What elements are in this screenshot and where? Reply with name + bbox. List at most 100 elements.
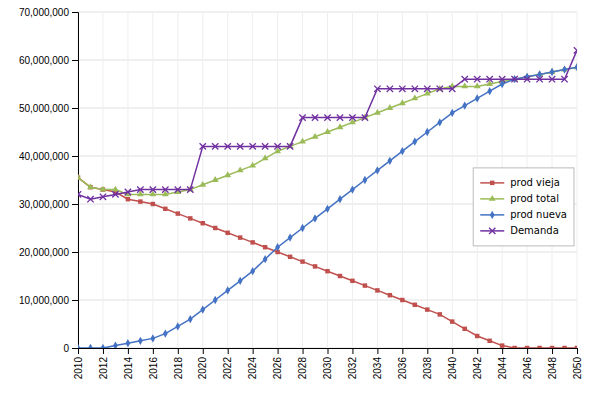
x-tick-mark bbox=[552, 348, 553, 354]
x-tick-label: 2030 bbox=[322, 357, 333, 380]
x-tick: 2026 bbox=[272, 348, 283, 379]
series-marker bbox=[462, 76, 468, 82]
series-group bbox=[78, 47, 577, 348]
x-tick-mark bbox=[527, 348, 528, 354]
x-tick-label: 2032 bbox=[347, 357, 358, 380]
series-marker bbox=[126, 197, 130, 201]
series-marker bbox=[424, 86, 430, 92]
y-tick-label: 20,000,000 bbox=[19, 247, 69, 258]
series-marker bbox=[386, 104, 393, 110]
series-marker bbox=[225, 143, 231, 149]
legend-marker bbox=[489, 228, 495, 234]
series-marker bbox=[101, 344, 106, 348]
series-marker bbox=[438, 312, 442, 316]
x-tick-label: 2026 bbox=[272, 357, 283, 380]
series-marker bbox=[537, 346, 541, 348]
legend-label: prod nueva bbox=[510, 209, 567, 220]
x-tick-label: 2018 bbox=[173, 357, 184, 380]
y-tick: 0 bbox=[63, 343, 78, 354]
chart: 2010201220142016201820202022202420262028… bbox=[0, 0, 589, 394]
x-tick: 2046 bbox=[522, 348, 533, 379]
series-marker bbox=[138, 199, 142, 203]
grid-line-x bbox=[577, 12, 578, 348]
y-tick-label: 10,000,000 bbox=[19, 295, 69, 306]
y-tick: 70,000,000 bbox=[19, 7, 78, 18]
series-marker bbox=[511, 76, 517, 82]
y-tick-mark bbox=[72, 204, 78, 205]
series-marker bbox=[462, 327, 466, 331]
y-axis-line bbox=[72, 13, 79, 349]
series-marker bbox=[176, 211, 180, 215]
series-marker bbox=[274, 143, 280, 149]
x-tick-label: 2050 bbox=[572, 357, 583, 380]
x-tick: 2022 bbox=[222, 348, 233, 379]
series-marker bbox=[300, 224, 305, 232]
series-marker bbox=[112, 191, 118, 197]
grid-line-x bbox=[452, 12, 453, 348]
x-axis-line bbox=[79, 349, 578, 355]
series-marker bbox=[78, 174, 81, 180]
x-tick-label: 2048 bbox=[547, 357, 558, 380]
y-tick-mark bbox=[72, 348, 78, 349]
series-marker bbox=[275, 243, 280, 251]
series-marker bbox=[87, 196, 93, 202]
x-tick-label: 2034 bbox=[372, 357, 383, 380]
grid-line-x bbox=[252, 12, 253, 348]
series-marker bbox=[225, 286, 230, 294]
grid-line-x bbox=[377, 12, 378, 348]
series-marker bbox=[324, 128, 331, 134]
plot: 2010201220142016201820202022202420262028… bbox=[19, 7, 583, 380]
x-tick-label: 2040 bbox=[447, 357, 458, 380]
series-marker bbox=[113, 341, 118, 348]
y-tick-label: 30,000,000 bbox=[19, 199, 69, 210]
y-tick: 10,000,000 bbox=[19, 295, 78, 306]
series-marker bbox=[312, 114, 318, 120]
y-tick: 40,000,000 bbox=[19, 151, 78, 162]
series-marker bbox=[162, 186, 168, 192]
series-marker bbox=[363, 283, 367, 287]
series-marker bbox=[213, 296, 218, 304]
y-tick-mark bbox=[72, 156, 78, 157]
x-tick: 2042 bbox=[472, 348, 483, 379]
x-tick: 2014 bbox=[123, 348, 134, 379]
series-marker bbox=[338, 274, 342, 278]
x-tick-mark bbox=[352, 348, 353, 354]
x-tick: 2018 bbox=[173, 348, 184, 379]
x-tick: 2016 bbox=[148, 348, 159, 379]
series-marker bbox=[150, 334, 155, 342]
x-tick-mark bbox=[377, 348, 378, 354]
grid-line-x bbox=[202, 12, 203, 348]
series bbox=[78, 63, 577, 348]
series-marker bbox=[474, 82, 481, 88]
series-marker bbox=[363, 176, 368, 184]
series-marker bbox=[425, 307, 429, 311]
series-marker bbox=[561, 76, 567, 82]
x-tick-mark bbox=[427, 348, 428, 354]
series-marker bbox=[549, 76, 555, 82]
series-marker bbox=[387, 86, 393, 92]
series-marker bbox=[249, 143, 255, 149]
series-marker bbox=[200, 305, 205, 313]
series-marker bbox=[125, 339, 130, 347]
series-marker bbox=[238, 235, 242, 239]
series-marker bbox=[536, 76, 542, 82]
x-tick-mark bbox=[502, 348, 503, 354]
series-marker bbox=[413, 303, 417, 307]
x-tick-mark bbox=[253, 348, 254, 354]
x-tick-label: 2022 bbox=[222, 357, 233, 380]
series-marker bbox=[250, 267, 255, 275]
y-tick: 60,000,000 bbox=[19, 55, 78, 66]
x-axis: 2010201220142016201820202022202420262028… bbox=[73, 348, 583, 379]
series-marker bbox=[224, 171, 231, 177]
x-tick-label: 2012 bbox=[98, 357, 109, 380]
series-marker bbox=[550, 68, 555, 76]
series-marker bbox=[411, 94, 418, 100]
series-marker bbox=[263, 255, 268, 263]
series-marker bbox=[238, 277, 243, 285]
y-tick: 30,000,000 bbox=[19, 199, 78, 210]
series-marker bbox=[387, 157, 392, 165]
series-marker bbox=[78, 344, 80, 348]
x-tick: 2050 bbox=[572, 348, 583, 379]
series-marker bbox=[374, 109, 381, 115]
series-marker bbox=[250, 240, 254, 244]
